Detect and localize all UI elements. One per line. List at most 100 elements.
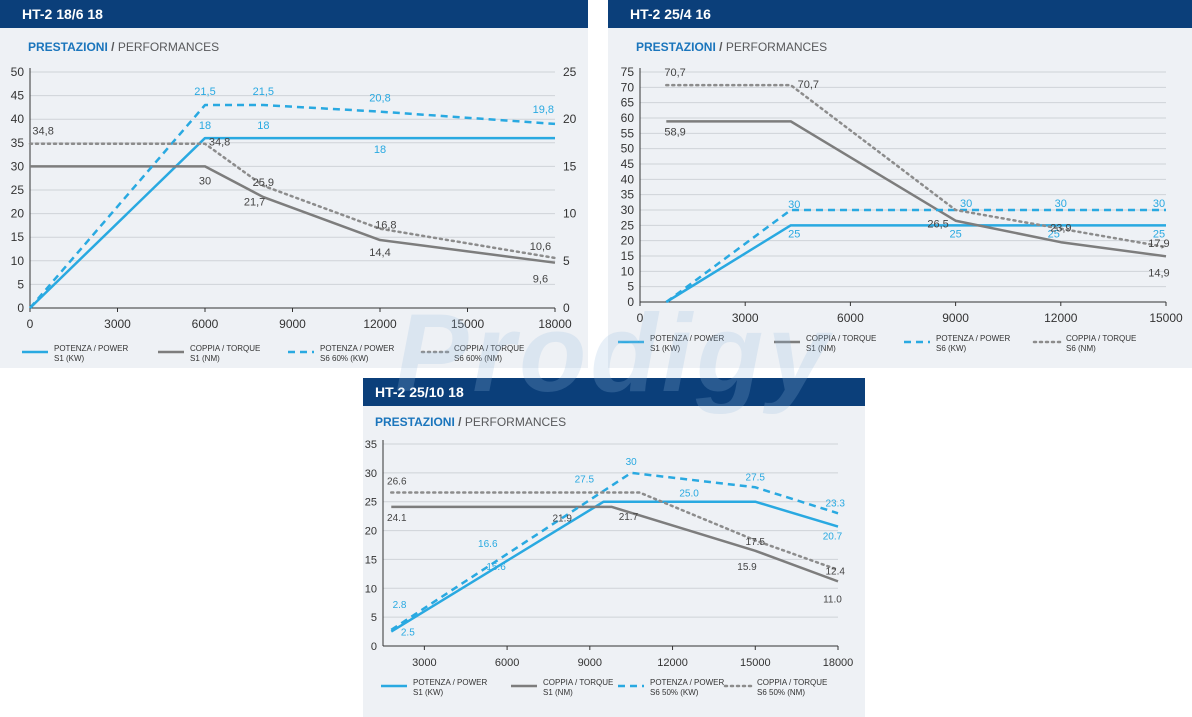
series-group	[390, 471, 840, 633]
legend-label: COPPIA / TORQUE	[543, 678, 613, 687]
y-tick-label: 5	[371, 612, 377, 624]
y-tick-label: 30	[621, 203, 635, 217]
series-line-2	[666, 120, 1167, 258]
y-tick-label: 50	[621, 142, 635, 156]
y-tick-label: 35	[365, 439, 377, 451]
data-label: 23,9	[1050, 223, 1071, 235]
y-tick-label: 20	[621, 234, 635, 248]
data-label: 21.7	[619, 512, 639, 523]
data-label: 14,4	[369, 247, 390, 259]
chart-title: HT-2 18/6 18	[0, 0, 588, 28]
data-label: 24.1	[387, 513, 407, 524]
legend-label: POTENZA / POWER	[54, 344, 128, 353]
data-label: 20,8	[369, 93, 390, 105]
chart-svg: 0 5 10 15 20 25 30 35 40 45 50 0 5 10 15 20 25 0 3000 6000 9…	[11, 65, 577, 363]
y-tick-label: 65	[621, 96, 635, 110]
legend-label-sub: S6 (NM)	[1066, 344, 1096, 353]
legend-label-sub: S6 50% (KW)	[650, 688, 699, 697]
legend-label: COPPIA / TORQUE	[806, 334, 876, 343]
y-tick-label: 35	[11, 136, 25, 150]
data-label: 15.6	[486, 562, 506, 573]
y2-tick-label: 25	[563, 65, 577, 79]
series-line-3	[665, 208, 1166, 304]
subtitle-separator: /	[719, 40, 723, 54]
data-label: 17,9	[1148, 238, 1169, 250]
series-line-4	[665, 83, 1168, 249]
y-tick-label: 15	[11, 230, 25, 244]
data-labels: 30 27.5 27.5 25.0 23.3 20.7 16.6 15.6 2.8 2.5 26.6…	[387, 457, 845, 639]
legend-label-sub: S1 (NM)	[190, 354, 220, 363]
data-label: 18	[199, 120, 211, 132]
series-line-1	[29, 136, 555, 309]
data-label: 21,5	[253, 86, 274, 98]
y-tick-label: 75	[621, 65, 635, 79]
y-tick-label: 60	[621, 111, 635, 125]
chart-panel-ht2-25-4-16: HT-2 25/4 16 PRESTAZIONI / PERFORMANCES …	[608, 0, 1192, 368]
data-label: 25	[949, 228, 961, 240]
y-tick-label: 55	[621, 126, 635, 140]
chart-title: HT-2 25/10 18	[363, 378, 865, 406]
y-tick-label: 25	[365, 497, 377, 509]
y-tick-label: 15	[621, 249, 635, 263]
legend-label-sub: S6 60% (KW)	[320, 354, 369, 363]
chart-subtitle: PRESTAZIONI / PERFORMANCES	[28, 40, 219, 54]
y2-tick-label: 10	[563, 207, 577, 221]
y-tick-label: 0	[17, 301, 24, 315]
y-tick-label: 35	[621, 188, 635, 202]
series-line-4	[390, 491, 840, 572]
legend-label: COPPIA / TORQUE	[1066, 334, 1136, 343]
y2-tick-label: 15	[563, 159, 577, 173]
data-label: 18	[257, 120, 269, 132]
data-label: 15.9	[737, 562, 757, 573]
legend-label-sub: S6 50% (NM)	[757, 688, 805, 697]
y-tick-label: 0	[627, 295, 634, 309]
data-label: 2.5	[401, 628, 415, 639]
series-line-1	[390, 500, 839, 633]
gridlines	[383, 443, 838, 647]
x-tick-label: 15000	[740, 657, 771, 669]
legend-label-sub: S6 (KW)	[936, 344, 967, 353]
chart-subtitle: PRESTAZIONI / PERFORMANCES	[636, 40, 827, 54]
x-tick-label: 12000	[657, 657, 688, 669]
data-label: 30	[1055, 198, 1067, 210]
legend-label: COPPIA / TORQUE	[757, 678, 827, 687]
legend-label-sub: S6 60% (NM)	[454, 354, 502, 363]
x-tick-label: 6000	[495, 657, 519, 669]
y-tick-label: 40	[11, 112, 25, 126]
chart-panel-ht2-18-6-18: HT-2 18/6 18 PRESTAZIONI / PERFORMANCES …	[0, 0, 588, 368]
data-label: 25.0	[679, 489, 699, 500]
y-tick-label: 45	[11, 89, 25, 103]
data-label: 25	[1153, 228, 1165, 240]
legend-label-sub: S1 (KW)	[650, 344, 681, 353]
y2-tick-label: 5	[563, 254, 570, 268]
data-label: 17.5	[746, 537, 766, 548]
chart-subtitle: PRESTAZIONI / PERFORMANCES	[375, 415, 566, 429]
series-line-2	[391, 505, 839, 583]
legend-label-sub: S1 (NM)	[543, 688, 573, 697]
y-tick-label: 10	[365, 583, 377, 595]
series-line-4	[28, 142, 557, 260]
legend-label: COPPIA / TORQUE	[190, 344, 260, 353]
subtitle-english: PERFORMANCES	[725, 40, 828, 54]
data-label: 21,5	[194, 86, 215, 98]
data-label: 12.4	[826, 566, 846, 577]
subtitle-italian: PRESTAZIONI	[375, 415, 455, 429]
subtitle-separator: /	[111, 40, 115, 54]
y-tick-label: 0	[371, 641, 377, 653]
subtitle-english: PERFORMANCES	[464, 415, 567, 429]
legend-label: POTENZA / POWER	[650, 678, 724, 687]
subtitle-italian: PRESTAZIONI	[28, 40, 108, 54]
data-label: 26,5	[927, 219, 948, 231]
x-tick-label: 3000	[104, 317, 131, 331]
y-tick-label: 45	[621, 157, 635, 171]
legend-label: POTENZA / POWER	[650, 334, 724, 343]
legend-label-sub: S1 (KW)	[413, 688, 444, 697]
chart-title: HT-2 25/4 16	[608, 0, 1192, 28]
x-tick-label: 12000	[363, 317, 397, 331]
x-tick-label: 0	[27, 317, 34, 331]
series-group	[28, 103, 557, 309]
data-label: 25	[1048, 228, 1060, 240]
